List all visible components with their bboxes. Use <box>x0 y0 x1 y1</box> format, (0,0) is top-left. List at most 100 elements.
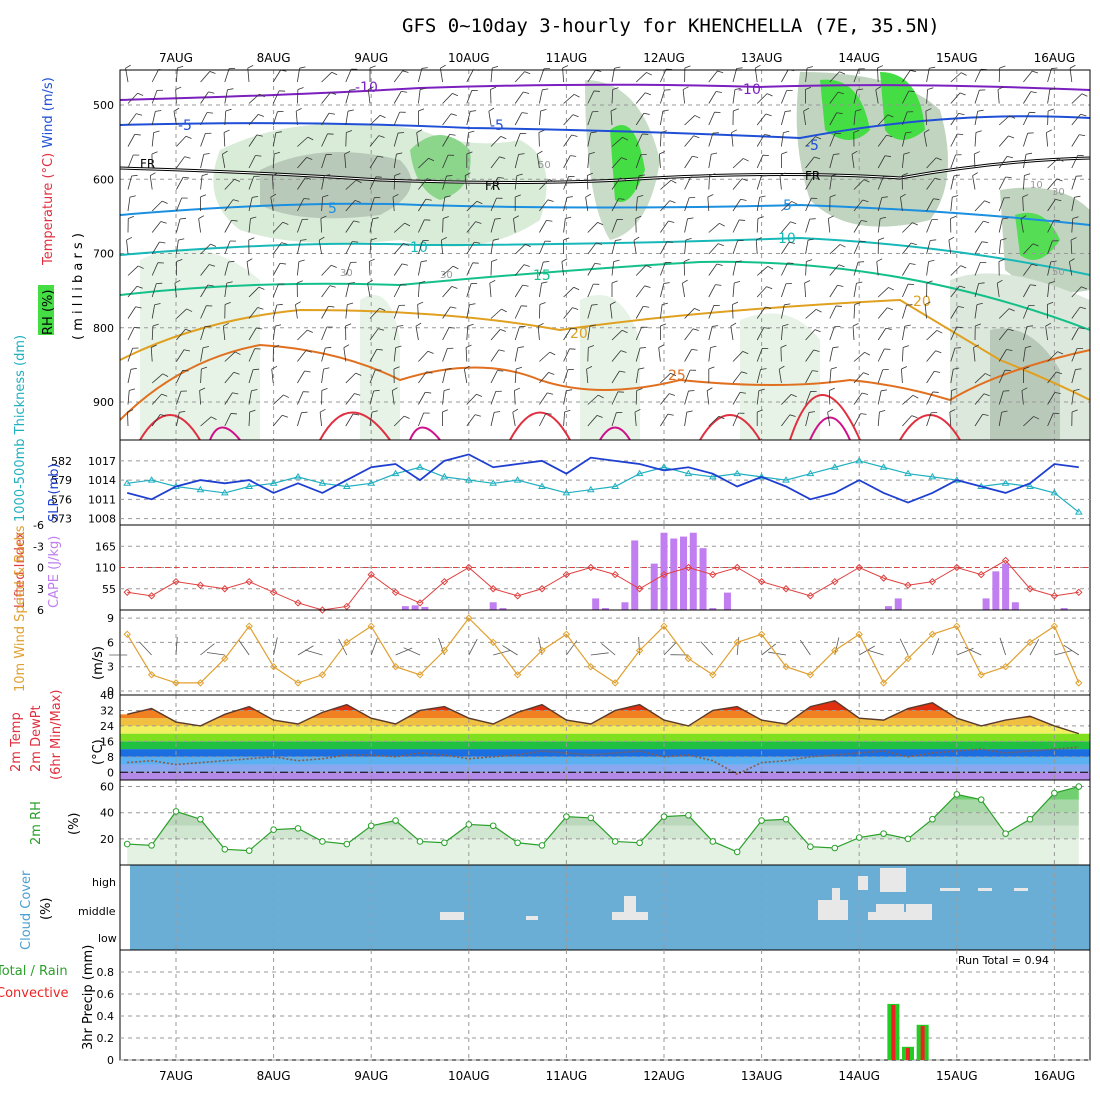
wind-barb-flag <box>318 236 325 241</box>
li-tick-label: 6 <box>37 604 44 617</box>
wind-barb <box>877 197 883 212</box>
wind-barb-flag <box>639 174 646 177</box>
wind-barb <box>563 176 569 190</box>
thickness-point <box>660 463 668 470</box>
wind-barb <box>756 286 767 298</box>
wind-barb <box>224 68 230 83</box>
wind-barb <box>586 369 589 384</box>
lifted-index-point <box>733 563 741 572</box>
wind-barb-flag <box>1055 199 1062 202</box>
wind-barb <box>369 328 379 341</box>
rh2m-point <box>1002 830 1009 837</box>
wind-barb <box>272 415 283 427</box>
wind-barb <box>442 327 450 341</box>
wind-barb-flag <box>936 330 943 334</box>
wind-barb <box>127 197 131 212</box>
wind-barb-flag <box>233 371 240 375</box>
wind-barb-flag <box>501 308 507 313</box>
wind-barb <box>660 111 664 126</box>
wind-barb <box>127 306 136 319</box>
wind-barb-flag <box>757 409 763 413</box>
wind10m-barb <box>200 643 215 656</box>
wind-barb-flag <box>712 325 719 327</box>
wind10m-point <box>343 638 351 647</box>
wind10m-barb <box>800 639 811 656</box>
wind-barb <box>514 347 519 362</box>
wind-barb-flag <box>1047 108 1054 112</box>
thickness-point <box>782 476 790 483</box>
date-label-top: 7AUG <box>159 51 193 65</box>
wind-barb <box>393 154 397 169</box>
wind-barb-flag <box>976 302 983 306</box>
wind10m-barb <box>175 637 178 656</box>
pressure-tick-label: 700 <box>93 248 114 261</box>
wind-barb-flag <box>911 415 918 419</box>
wind-barb-flag <box>331 71 338 76</box>
wind-barb-flag <box>563 237 570 241</box>
wind-barb-flag <box>1002 217 1009 220</box>
wind-barb <box>248 286 260 298</box>
wind10m-barb <box>304 649 323 656</box>
wind10m-barb <box>139 641 152 656</box>
wind-barb <box>658 347 661 362</box>
cape-bar <box>631 540 639 610</box>
wind-barb-flag <box>231 219 238 222</box>
wind-barb <box>997 89 1000 104</box>
wind-barb <box>805 177 814 190</box>
wind-barb-flag <box>401 90 408 93</box>
rh2m-point <box>245 847 253 854</box>
wind-barb <box>974 283 980 298</box>
thickness-point <box>1001 479 1010 486</box>
wind-barb-flag <box>1072 216 1079 219</box>
wind-barb <box>563 348 570 362</box>
wind-barb <box>587 283 594 298</box>
precip-conv-bar <box>906 1047 910 1060</box>
wind-barb <box>926 68 930 83</box>
wind-barb-flag <box>319 408 326 413</box>
contour-label: -5 <box>178 118 192 134</box>
wind-barb-flag <box>356 179 362 184</box>
wind-barb <box>611 350 622 362</box>
wind10m-point <box>904 654 912 663</box>
wind-barb <box>345 220 354 233</box>
thickness-point <box>538 482 546 489</box>
wind-barb-flag <box>1080 113 1087 117</box>
rh2m-point <box>977 796 985 803</box>
wind-barb <box>246 261 250 276</box>
wind-barb-flag <box>322 194 329 198</box>
lifted-index-point <box>587 563 595 572</box>
wind-barb <box>200 71 211 83</box>
wind-label: Wind (m/s) <box>41 77 56 148</box>
wind-barb <box>345 262 351 276</box>
wind-barb <box>127 390 130 405</box>
wind-barb-flag <box>952 195 959 198</box>
wind-barb <box>853 392 863 405</box>
wind-barb-flag <box>766 93 773 97</box>
wind-barb-flag <box>1051 67 1058 69</box>
wind-barb-flag <box>910 70 917 73</box>
rh2m-point <box>367 822 375 830</box>
wind-barb-flag <box>643 305 650 308</box>
cape-bar <box>621 602 629 610</box>
wind-barb <box>248 114 259 126</box>
wind-barb <box>442 93 453 104</box>
li-tick-label: 0 <box>37 562 44 575</box>
wind-barb <box>805 198 812 212</box>
wind-barb-flag <box>640 347 647 349</box>
rh2m-point <box>563 813 570 820</box>
wind-barb-flag <box>427 178 434 181</box>
wind10m-point <box>294 679 302 687</box>
wind-barb <box>732 392 741 405</box>
wind-barb <box>418 283 420 298</box>
wind-barb <box>514 112 523 126</box>
wind-barb <box>127 134 136 147</box>
wind-barb <box>1071 155 1079 169</box>
wind-barb <box>998 370 1006 384</box>
wind-barb <box>1023 112 1030 126</box>
wind-barb <box>563 327 572 341</box>
rh2m-point <box>953 791 961 798</box>
wind-barb <box>297 136 309 147</box>
wind-barb <box>151 304 156 319</box>
lifted-index-point <box>172 577 180 586</box>
wind-barb-flag <box>975 323 982 327</box>
